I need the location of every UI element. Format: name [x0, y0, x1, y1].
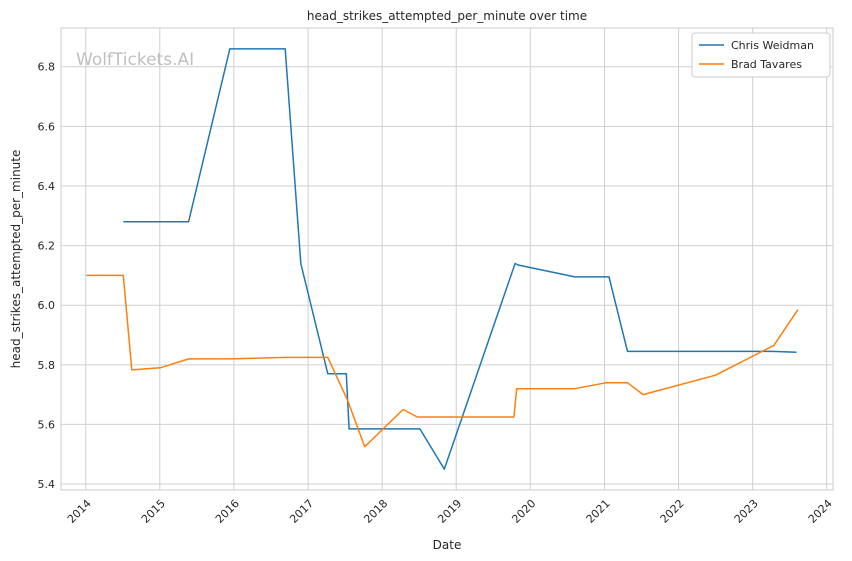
series-line-brad-tavares [86, 274, 799, 448]
y-tick-label: 5.8 [38, 359, 56, 372]
x-tick-label: 2024 [806, 497, 835, 526]
y-axis-label: head_strikes_attempted_per_minute [9, 150, 23, 369]
y-tick-label: 6.6 [38, 120, 56, 133]
x-tick-label: 2022 [658, 497, 687, 526]
series-line-chris-weidman [123, 48, 797, 470]
legend: Chris Weidman Brad Tavares [691, 32, 831, 78]
series-layer [86, 48, 799, 470]
y-tick-label: 6.8 [38, 61, 56, 74]
plot-frame [60, 27, 834, 491]
x-axis-label: Date [433, 538, 462, 552]
x-tick-label: 2023 [732, 497, 761, 526]
y-tick-label: 5.6 [38, 418, 56, 431]
legend-box [691, 32, 831, 78]
x-tick-label: 2016 [213, 497, 242, 526]
x-tick-labels: 2014 2015 2016 2017 2018 2019 2020 2021 2022 2023… [65, 497, 835, 526]
watermark-text: WolfTickets.AI [76, 50, 194, 70]
x-tick-label: 2014 [65, 497, 94, 526]
x-tick-label: 2018 [361, 497, 390, 526]
x-tick-label: 2015 [139, 497, 168, 526]
chart-title: head_strikes_attempted_per_minute over t… [307, 9, 587, 23]
y-tick-labels: 5.4 5.6 5.8 6.0 6.2 6.4 6.6 6.8 [38, 61, 56, 491]
y-tick-label: 5.4 [38, 478, 56, 491]
x-tick-label: 2020 [509, 497, 538, 526]
y-tick-label: 6.2 [38, 240, 56, 253]
legend-label-brad-tavares: Brad Tavares [731, 58, 802, 71]
x-tick-label: 2017 [287, 497, 316, 526]
x-tick-label: 2019 [435, 497, 464, 526]
y-tick-label: 6.0 [38, 299, 56, 312]
legend-label-chris-weidman: Chris Weidman [731, 39, 814, 52]
x-tick-label: 2021 [584, 497, 613, 526]
grid-x [85, 28, 828, 490]
y-tick-label: 6.4 [38, 180, 56, 193]
grid-y [61, 66, 833, 485]
